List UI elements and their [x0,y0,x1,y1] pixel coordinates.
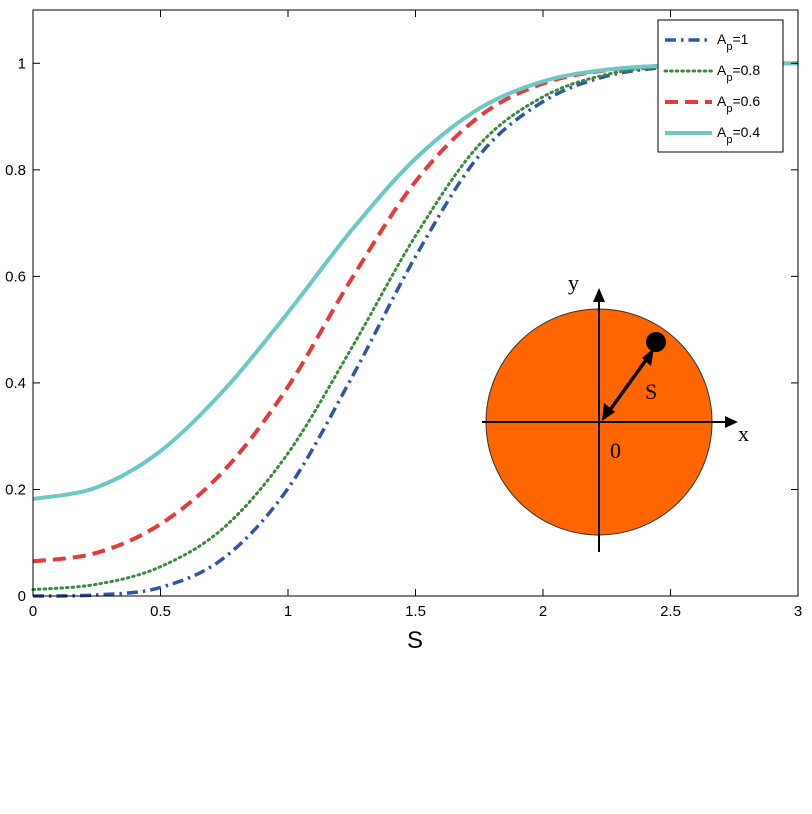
y-tick-label: 0 [18,588,26,605]
inset-radius-arrowhead-point [642,348,654,366]
inset-point [646,332,666,352]
series-layer [31,61,800,598]
inset-radius-arrowhead-origin [602,403,615,421]
y-tick-label: 0.6 [5,268,26,285]
y-tick-label: 0.4 [5,375,26,392]
x-tick-label: 0.5 [150,603,171,620]
x-axis-label: S [407,627,423,654]
y-tick-label: 0.8 [5,162,26,179]
x-tick-label: 3 [794,603,802,620]
legend-label-1: Ap=1 [717,31,749,53]
series-line-4 [32,61,799,502]
inset-radius-label: S [645,379,657,404]
ticks-layer: 0 0.5 1 1.5 2 2.5 3 0 0.2 0.4 0.6 0.8 1 [5,10,802,620]
legend: Ap=1 Ap=0.8 Ap=0.6 Ap=0.4 [657,19,784,153]
inset-x-arrowhead [725,416,738,428]
inset-radius-line [608,358,648,412]
y-tick-label: 0.2 [5,481,26,498]
legend-box [657,19,784,153]
legend-label-2: Ap=0.8 [717,62,760,84]
legend-label-4: Ap=0.4 [717,124,760,146]
inset-origin-label: 0 [610,438,621,463]
x-tick-label: 2 [539,603,547,620]
y-tick-label: 1 [18,55,26,72]
x-tick-label: 1.5 [405,603,426,620]
legend-label-3: Ap=0.6 [717,93,760,115]
x-tick-label: 0 [29,603,37,620]
x-tick-label: 1 [284,603,292,620]
inset-x-label: x [738,421,749,446]
x-tick-label: 2.5 [660,603,681,620]
inset-y-arrowhead [593,288,605,302]
inset-diagram: y x 0 S [482,270,749,552]
inset-y-label: y [568,270,579,295]
